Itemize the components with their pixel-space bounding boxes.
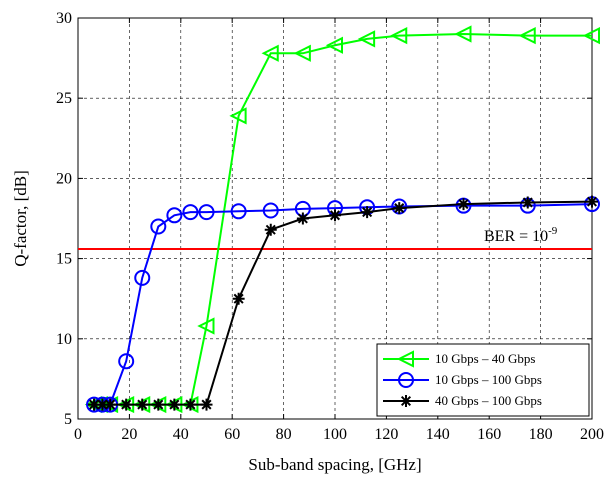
data-point — [168, 399, 180, 411]
x-tick-label: 80 — [276, 426, 292, 443]
legend-label: 40 Gbps – 100 Gbps — [435, 393, 542, 408]
x-tick-label: 180 — [529, 426, 553, 443]
data-point — [361, 206, 373, 218]
x-tick-label: 40 — [173, 426, 189, 443]
data-point — [184, 399, 196, 411]
data-point — [120, 399, 132, 411]
y-tick-label: 15 — [56, 251, 72, 268]
y-tick-label: 10 — [56, 331, 72, 348]
data-point — [152, 399, 164, 411]
data-point — [104, 399, 116, 411]
legend-marker — [400, 395, 412, 407]
data-point — [201, 399, 213, 411]
x-tick-label: 60 — [224, 426, 240, 443]
y-tick-label: 25 — [56, 90, 72, 107]
data-point — [329, 209, 341, 221]
legend-item: 40 Gbps – 100 Gbps — [383, 393, 542, 408]
x-axis-label: Sub-band spacing, [GHz] — [248, 455, 421, 474]
data-point — [136, 399, 148, 411]
data-point — [265, 224, 277, 236]
y-tick-label: 20 — [56, 170, 72, 187]
x-tick-label: 100 — [323, 426, 347, 443]
x-tick-label: 160 — [477, 426, 501, 443]
y-axis-label: Q-factor, [dB] — [11, 170, 30, 267]
x-tick-label: 0 — [74, 426, 82, 443]
x-tick-label: 20 — [121, 426, 137, 443]
ber-annotation: BER = 10-9 — [484, 225, 558, 245]
x-tick-label: 200 — [580, 426, 604, 443]
y-tick-label: 5 — [64, 411, 72, 428]
legend-label: 10 Gbps – 100 Gbps — [435, 372, 542, 387]
x-tick-label: 120 — [374, 426, 398, 443]
legend-label: 10 Gbps – 40 Gbps — [435, 351, 535, 366]
data-point — [458, 198, 470, 210]
x-tick-label: 140 — [426, 426, 450, 443]
y-tick-label: 30 — [56, 10, 72, 27]
legend: 10 Gbps – 40 Gbps 10 Gbps – 100 Gbps 40 Gb… — [377, 344, 589, 416]
data-point — [393, 202, 405, 214]
ber-annotation-main: BER = 10 — [484, 228, 548, 245]
data-point — [297, 213, 309, 225]
data-point — [586, 196, 598, 208]
ber-annotation-exponent: -9 — [548, 225, 558, 237]
data-point — [522, 196, 534, 208]
data-point — [233, 293, 245, 305]
